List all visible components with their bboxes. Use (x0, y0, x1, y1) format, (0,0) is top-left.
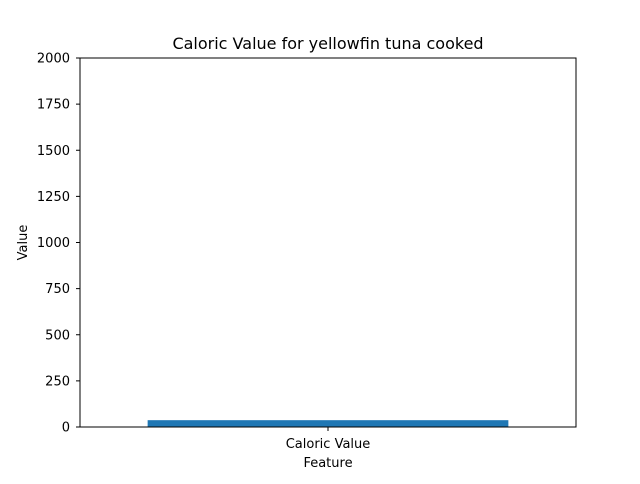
y-tick-label: 750 (45, 282, 70, 297)
x-axis-ticks: Caloric Value (286, 427, 371, 452)
y-axis-ticks: 0 250 500 750 1000 1250 1500 1750 2000 (37, 52, 80, 436)
y-tick-label: 1500 (37, 144, 70, 159)
chart-title: Caloric Value for yellowfin tuna cooked (172, 34, 483, 53)
y-axis-label: Value (16, 225, 31, 261)
bar-caloric-value (147, 420, 509, 427)
x-axis-label: Feature (303, 456, 352, 471)
y-tick-label: 1250 (37, 190, 70, 205)
x-tick-label: Caloric Value (286, 437, 371, 452)
y-tick-label: 250 (45, 374, 70, 389)
y-tick-label: 2000 (37, 52, 70, 67)
y-tick-label: 0 (62, 421, 70, 436)
bars-group (147, 420, 509, 427)
y-tick-label: 1000 (37, 236, 70, 251)
axes-frame (79, 57, 577, 428)
y-tick-label: 1750 (37, 98, 70, 113)
y-tick-label: 500 (45, 328, 70, 343)
plot-area: 0 250 500 750 1000 1250 1500 1750 2000 Caloric V… (37, 52, 577, 452)
